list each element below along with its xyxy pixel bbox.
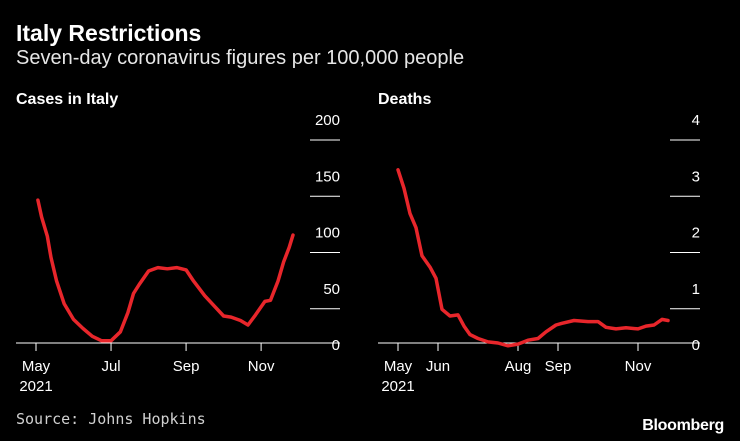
cases-panel-title: Cases in Italy [16, 91, 119, 108]
cases-series-line [36, 198, 295, 343]
deaths-y-tick-label: 1 [692, 281, 700, 298]
deaths-x-tick-label: May [384, 358, 413, 375]
cases-chart: 0 50 100 150 200 May Jul Sep Nov 2021 [16, 112, 340, 395]
deaths-series-line [396, 168, 670, 348]
cases-x-tick-label: Sep [173, 358, 200, 375]
chart-title: Italy Restrictions [16, 20, 202, 46]
deaths-panel-title: Deaths [378, 91, 432, 108]
cases-x-tick-label: Nov [248, 358, 275, 375]
cases-x-tick-label: Jul [101, 358, 120, 375]
cases-y-tick-label: 200 [315, 112, 340, 129]
deaths-chart: 0 1 2 3 4 May Jun Aug Sep Nov 2021 [378, 112, 700, 395]
deaths-y-tick-label: 0 [692, 337, 700, 354]
cases-y-tick-label: 0 [332, 337, 340, 354]
deaths-y-tick-label: 2 [692, 225, 700, 242]
deaths-x-tick-label: Jun [426, 358, 450, 375]
deaths-y-tick-label: 3 [692, 168, 700, 185]
deaths-x-tick-label: Aug [505, 358, 532, 375]
source-note: Source: Johns Hopkins [16, 410, 206, 428]
deaths-year-label: 2021 [381, 378, 414, 395]
cases-y-tick-label: 50 [323, 281, 340, 298]
cases-y-tick-label: 150 [315, 168, 340, 185]
cases-x-tick-label: May [22, 358, 51, 375]
bloomberg-logo: Bloomberg [642, 417, 724, 434]
cases-y-tick-label: 100 [315, 225, 340, 242]
cases-year-label: 2021 [19, 378, 52, 395]
deaths-x-tick-label: Nov [625, 358, 652, 375]
chart-subtitle: Seven-day coronavirus figures per 100,00… [16, 47, 465, 69]
deaths-x-tick-label: Sep [545, 358, 572, 375]
deaths-y-tick-label: 4 [692, 112, 700, 129]
